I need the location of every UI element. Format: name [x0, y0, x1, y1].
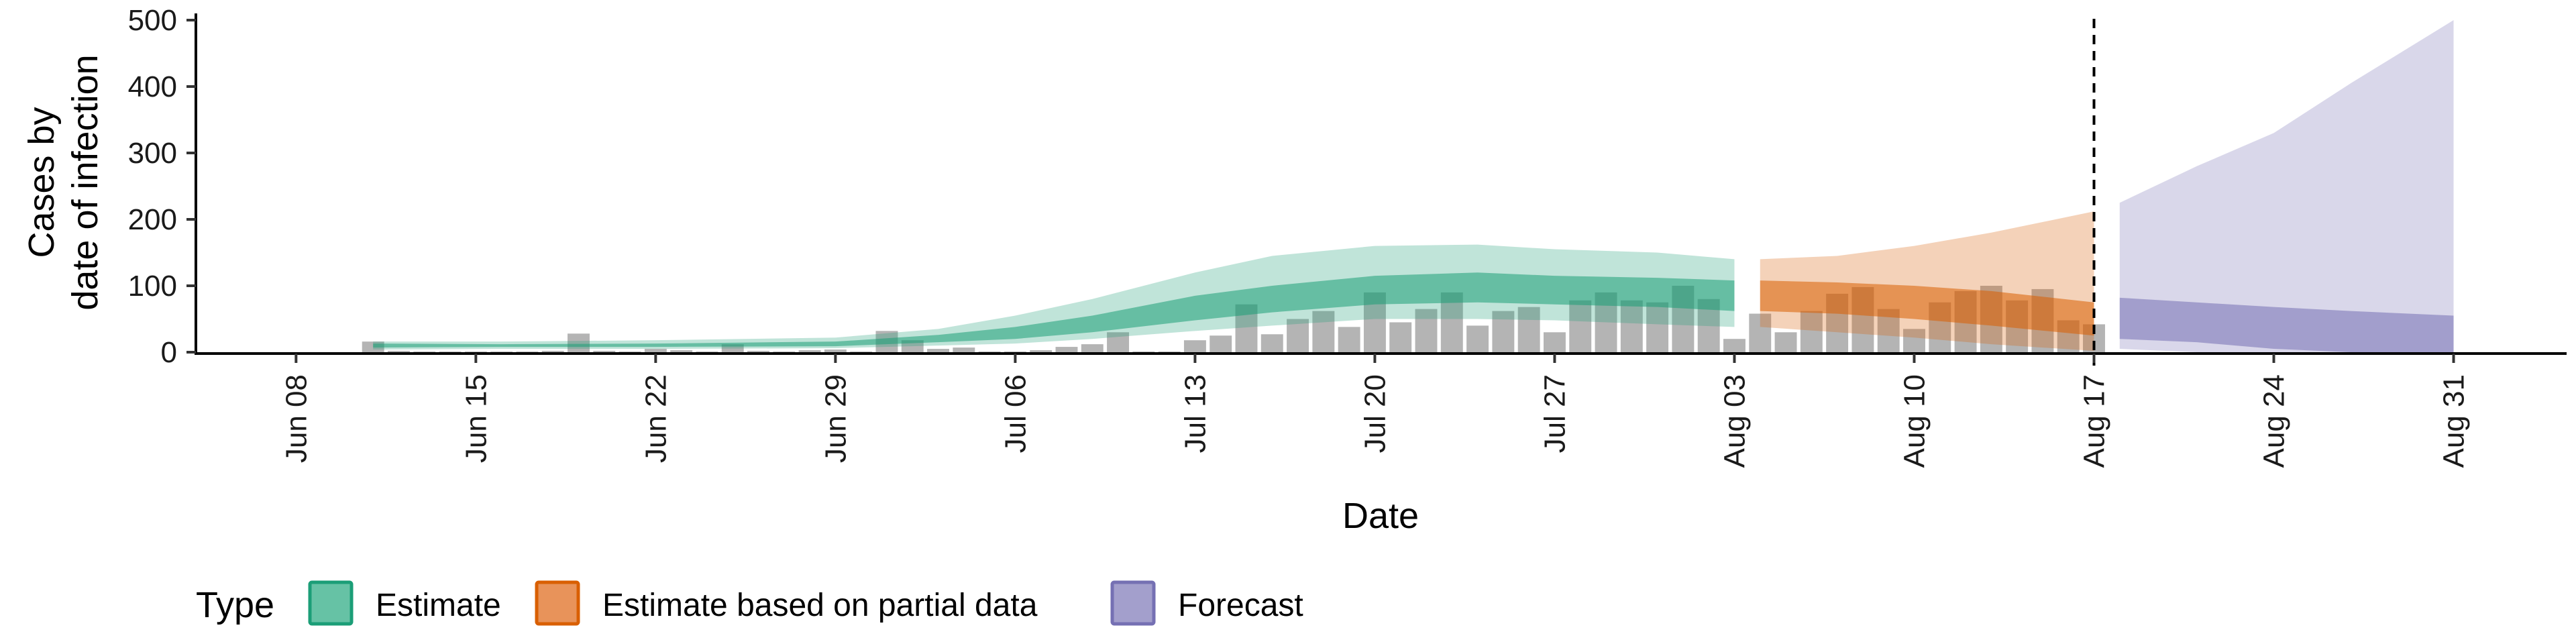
reported-case-bar [670, 350, 693, 352]
reported-case-bar [1492, 311, 1515, 352]
x-tick-label: Jul 06 [999, 374, 1032, 453]
x-tick-label: Jun 29 [819, 374, 852, 463]
reported-case-bar [1723, 339, 1746, 352]
y-tick-label: 0 [161, 336, 177, 369]
reported-case-bar [388, 351, 410, 352]
reported-case-bar [1338, 327, 1360, 352]
reported-case-bar [1646, 302, 1669, 352]
reported-case-bar [1287, 319, 1309, 352]
axes [195, 13, 2567, 355]
y-axis-title-line2: date of infection [65, 54, 105, 310]
reported-case-bar [824, 350, 847, 352]
reported-case-bar [953, 347, 975, 352]
y-axis-ticks: 0 100 200 300 400 500 [128, 4, 196, 369]
x-tick-label: Jun 15 [460, 374, 492, 463]
legend-title: Type [196, 585, 274, 625]
x-tick-label: Aug 03 [1718, 374, 1751, 468]
reported-case-bar [1210, 335, 1232, 352]
reported-case-bar [1415, 309, 1438, 352]
legend-label-estimate: Estimate [376, 588, 501, 623]
reported-case-bar [1055, 347, 1078, 352]
reported-case-bar [1800, 311, 1823, 352]
x-tick-label: Aug 10 [1898, 374, 1931, 468]
forecast-outer-band [2119, 20, 2454, 352]
y-tick-label: 100 [128, 270, 177, 303]
estimate-based-on-partial-data-inner-band [1760, 280, 2094, 336]
legend: Type Estimate Estimate based on partial … [196, 580, 1303, 626]
reported-case-bar [721, 344, 744, 352]
forecast-inner-band [2119, 297, 2454, 352]
reported-case-bar [593, 351, 616, 352]
reported-case-bar [747, 351, 769, 352]
reported-case-bar [1774, 332, 1797, 352]
x-tick-label: Jun 08 [280, 374, 313, 463]
x-tick-label: Aug 31 [2438, 374, 2471, 468]
y-tick-label: 200 [128, 203, 177, 236]
reported-case-bar [1466, 325, 1489, 352]
y-tick-label: 300 [128, 137, 177, 170]
estimate-ribbons [373, 20, 2454, 352]
estimate-inner-band [373, 272, 1735, 348]
legend-swatch-partial [535, 580, 580, 626]
reported-case-bar [1620, 300, 1643, 352]
reported-case-bar [1107, 332, 1130, 352]
x-tick-label: Jul 27 [1538, 374, 1571, 453]
x-tick-label: Aug 24 [2258, 374, 2291, 468]
x-axis-ticks: Jun 08 Jun 15 Jun 22 Jun 29 Jul 06 Jul 13 Jul … [280, 354, 2471, 468]
reported-case-bar [1517, 307, 1540, 352]
reported-case-bar [1312, 311, 1335, 352]
legend-swatch-estimate [308, 580, 354, 626]
reported-case-bar [1183, 340, 1206, 352]
reported-case-bar [1260, 334, 1283, 352]
y-tick-label: 500 [128, 4, 177, 37]
reported-case-bar [1569, 300, 1592, 352]
reported-case-bar [1543, 332, 1566, 352]
x-axis-title: Date [1342, 496, 1419, 536]
reported-case-bar [1389, 322, 1412, 352]
reported-case-bar [1030, 350, 1053, 352]
reported-case-bar [1903, 329, 1925, 352]
legend-label-partial: Estimate based on partial data [602, 588, 1038, 623]
estimate-outer-band [373, 244, 1735, 350]
reported-case-bar [541, 351, 564, 352]
x-tick-label: Aug 17 [2078, 374, 2110, 468]
legend-swatch-forecast [1110, 580, 1156, 626]
reported-case-bar [1081, 344, 1104, 352]
reported-case-bar [927, 349, 949, 352]
legend-label-forecast: Forecast [1178, 588, 1303, 623]
y-tick-label: 400 [128, 70, 177, 103]
reported-case-bar [644, 349, 667, 352]
y-axis-title-line1: Cases by [21, 107, 62, 258]
x-tick-label: Jul 20 [1358, 374, 1391, 453]
x-tick-label: Jul 13 [1179, 374, 1212, 453]
x-tick-label: Jun 22 [639, 374, 672, 463]
reported-case-bar [1749, 313, 1772, 352]
reported-case-bar [798, 350, 821, 352]
reported-case-bar [568, 333, 590, 352]
